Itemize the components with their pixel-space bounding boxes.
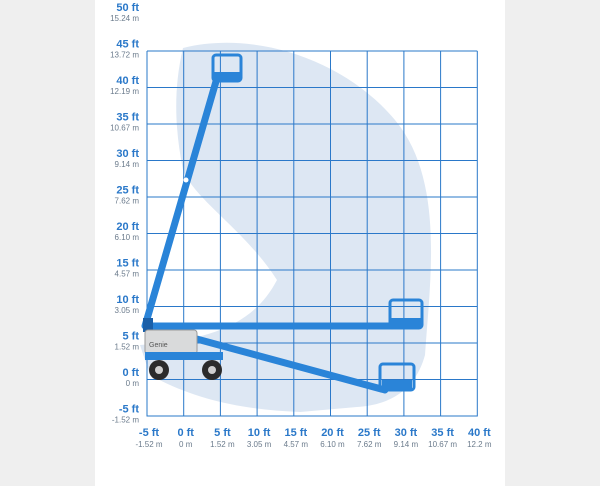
x-tick-label-ft: 40 ft (468, 427, 491, 439)
y-tick-label-m: 4.57 m (115, 270, 140, 279)
x-tick-label-ft: 25 ft (358, 427, 381, 439)
y-tick-label-ft: 5 ft (123, 331, 140, 343)
x-tick-label-m: -1.52 m (135, 440, 162, 449)
boom-max-height (141, 53, 243, 330)
x-tick-label-ft: 10 ft (248, 427, 271, 439)
y-tick-label-ft: 10 ft (116, 294, 139, 306)
boom-max-outreach (145, 298, 424, 330)
x-tick-label-m: 10.67 m (428, 440, 457, 449)
y-tick-label-ft: 20 ft (116, 221, 139, 233)
x-tick-label-ft: 0 ft (177, 427, 194, 439)
x-tick-label-m: 7.62 m (357, 440, 382, 449)
x-tick-label-ft: 15 ft (284, 427, 307, 439)
y-tick-label-ft: 30 ft (116, 148, 139, 160)
y-tick-label-ft: 45 ft (116, 39, 139, 51)
y-tick-label-ft: 0 ft (123, 367, 140, 379)
x-tick-label-m: 6.10 m (320, 440, 345, 449)
genie-logo-text: Genie (149, 342, 168, 349)
work-envelope-area (140, 42, 432, 413)
y-tick-label-ft: -5 ft (119, 404, 140, 416)
y-tick-label-m: 7.62 m (115, 197, 140, 206)
x-tick-label-ft: 5 ft (214, 427, 231, 439)
x-tick-label-ft: -5 ft (139, 427, 160, 439)
x-tick-label-m: 4.57 m (284, 440, 309, 449)
y-tick-label-m: 3.05 m (115, 306, 140, 315)
y-tick-label-m: 1.52 m (115, 343, 140, 352)
x-tick-label-ft: 35 ft (431, 427, 454, 439)
y-tick-label-m: 15.24 m (110, 14, 139, 23)
y-tick-label-m: 0 m (126, 379, 140, 388)
x-tick-label-m: 0 m (179, 440, 193, 449)
x-tick-label-m: 1.52 m (210, 440, 235, 449)
x-tick-label-m: 12.2 m (467, 440, 492, 449)
x-tick-label-m: 9.14 m (394, 440, 419, 449)
y-tick-label-ft: 25 ft (116, 185, 139, 197)
y-tick-label-m: -1.52 m (112, 416, 139, 425)
y-tick-label-m: 10.67 m (110, 124, 139, 133)
y-tick-label-m: 13.72 m (110, 51, 139, 60)
y-tick-label-ft: 15 ft (116, 258, 139, 270)
boom-low-reach (189, 334, 416, 394)
work-envelope-page: 50 ft 15.24 m 45 ft 13.72 m 40 ft 12.19 m 35 f… (95, 0, 505, 486)
y-tick-label-m: 12.19 m (110, 87, 139, 96)
y-tick-label-ft: 40 ft (116, 75, 139, 87)
x-tick-label-ft: 20 ft (321, 427, 344, 439)
x-tick-label-m: 3.05 m (247, 440, 272, 449)
x-axis-labels: -5 ft-1.52 m 0 ft0 m 5 ft1.52 m 10 ft3.05 m… (135, 427, 491, 449)
y-tick-label-m: 9.14 m (115, 160, 140, 169)
x-tick-label-ft: 30 ft (395, 427, 418, 439)
machine-chassis: Genie (143, 318, 223, 380)
y-tick-label-m: 6.10 m (115, 233, 140, 242)
y-tick-label-ft: 35 ft (116, 112, 139, 124)
y-tick-label-ft: 50 ft (116, 2, 139, 14)
